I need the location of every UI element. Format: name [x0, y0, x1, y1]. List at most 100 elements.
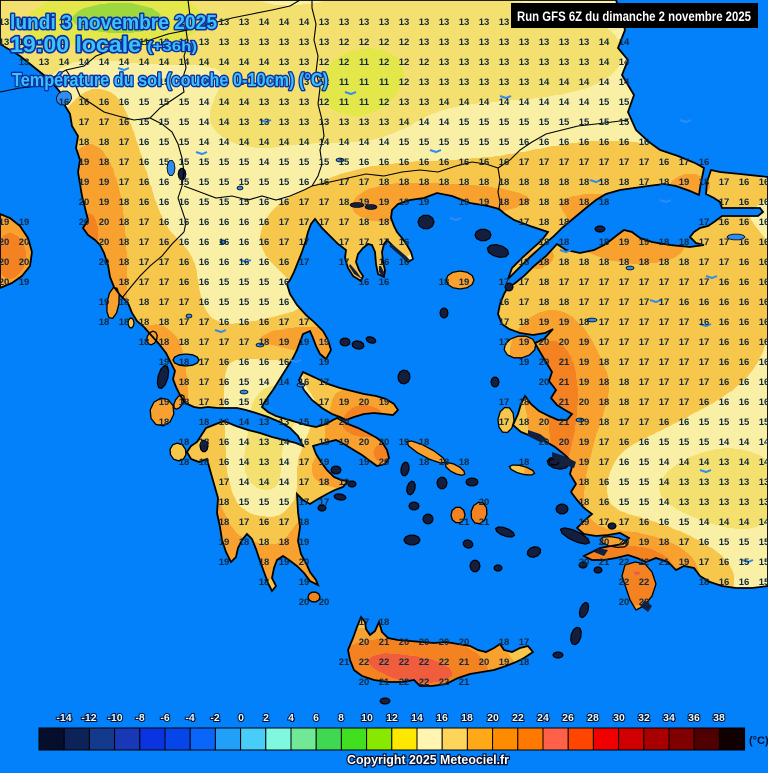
svg-text:16: 16	[399, 157, 410, 168]
svg-text:15: 15	[639, 477, 650, 488]
svg-text:20: 20	[19, 237, 30, 248]
svg-text:20: 20	[619, 597, 630, 608]
svg-text:16: 16	[739, 257, 750, 268]
svg-text:17: 17	[659, 297, 670, 308]
svg-text:16: 16	[759, 197, 768, 208]
svg-text:16: 16	[719, 297, 730, 308]
svg-text:13: 13	[299, 77, 310, 88]
svg-text:19: 19	[579, 377, 590, 388]
svg-text:20: 20	[379, 437, 390, 448]
svg-text:19: 19	[459, 197, 470, 208]
svg-text:17: 17	[659, 317, 670, 328]
svg-text:16: 16	[739, 577, 750, 588]
svg-text:20: 20	[479, 657, 490, 668]
svg-text:16: 16	[259, 217, 270, 228]
svg-text:16: 16	[739, 237, 750, 248]
svg-text:17: 17	[679, 377, 690, 388]
svg-text:20: 20	[539, 377, 550, 388]
svg-text:15: 15	[159, 157, 170, 168]
svg-text:15: 15	[699, 417, 710, 428]
svg-text:15: 15	[739, 417, 750, 428]
svg-text:14: 14	[739, 437, 750, 448]
svg-text:18: 18	[599, 397, 610, 408]
svg-text:14: 14	[719, 437, 730, 448]
svg-text:16: 16	[719, 577, 730, 588]
svg-text:16: 16	[379, 157, 390, 168]
svg-text:16: 16	[719, 557, 730, 568]
svg-text:18: 18	[419, 177, 430, 188]
svg-text:16: 16	[179, 197, 190, 208]
svg-text:18: 18	[119, 237, 130, 248]
svg-text:16: 16	[619, 137, 630, 148]
svg-text:16: 16	[259, 317, 270, 328]
svg-text:13: 13	[399, 17, 410, 28]
svg-text:13: 13	[479, 57, 490, 68]
svg-text:12: 12	[386, 712, 398, 724]
svg-text:18: 18	[599, 197, 610, 208]
svg-text:14: 14	[239, 437, 250, 448]
svg-text:13: 13	[459, 37, 470, 48]
svg-text:18: 18	[299, 517, 310, 528]
svg-text:19: 19	[19, 217, 30, 228]
svg-text:16: 16	[279, 297, 290, 308]
svg-text:15: 15	[499, 137, 510, 148]
svg-text:17: 17	[639, 377, 650, 388]
svg-text:19: 19	[79, 177, 90, 188]
svg-text:15: 15	[519, 117, 530, 128]
svg-text:13: 13	[539, 37, 550, 48]
svg-text:14: 14	[299, 17, 310, 28]
svg-text:16: 16	[219, 457, 230, 468]
svg-text:13: 13	[259, 437, 270, 448]
svg-text:16: 16	[239, 357, 250, 368]
svg-text:13: 13	[279, 77, 290, 88]
svg-text:13: 13	[239, 17, 250, 28]
svg-text:17: 17	[359, 177, 370, 188]
svg-text:17: 17	[499, 417, 510, 428]
svg-text:13: 13	[359, 117, 370, 128]
svg-text:21: 21	[479, 517, 490, 528]
svg-text:16: 16	[559, 137, 570, 148]
svg-text:38: 38	[713, 712, 725, 724]
svg-text:13: 13	[319, 17, 330, 28]
svg-text:18: 18	[639, 257, 650, 268]
svg-text:14: 14	[659, 457, 670, 468]
svg-text:18: 18	[319, 417, 330, 428]
svg-text:lundi 3 novembre 2025: lundi 3 novembre 2025	[10, 11, 217, 34]
svg-text:14: 14	[499, 97, 510, 108]
svg-text:20: 20	[579, 557, 590, 568]
svg-text:17: 17	[699, 217, 710, 228]
svg-text:19: 19	[79, 157, 90, 168]
svg-text:21: 21	[599, 557, 610, 568]
svg-text:17: 17	[139, 277, 150, 288]
svg-text:14: 14	[379, 137, 390, 148]
svg-text:18: 18	[399, 177, 410, 188]
svg-text:18: 18	[519, 257, 530, 268]
svg-text:14: 14	[199, 57, 210, 68]
svg-text:17: 17	[619, 157, 630, 168]
svg-text:18: 18	[619, 257, 630, 268]
svg-text:13: 13	[319, 37, 330, 48]
svg-text:15: 15	[679, 437, 690, 448]
svg-text:18: 18	[699, 577, 710, 588]
svg-text:11: 11	[359, 57, 370, 68]
svg-text:18: 18	[559, 297, 570, 308]
svg-text:17: 17	[219, 337, 230, 348]
svg-text:21: 21	[459, 517, 470, 528]
svg-text:13: 13	[459, 17, 470, 28]
svg-text:16: 16	[739, 377, 750, 388]
svg-text:18: 18	[319, 477, 330, 488]
svg-text:16: 16	[299, 377, 310, 388]
svg-text:16: 16	[699, 537, 710, 548]
svg-text:19: 19	[359, 457, 370, 468]
svg-text:13: 13	[499, 57, 510, 68]
svg-text:16: 16	[179, 277, 190, 288]
svg-text:34: 34	[663, 712, 675, 724]
svg-text:18: 18	[499, 637, 510, 648]
svg-text:14: 14	[239, 137, 250, 148]
svg-text:19: 19	[159, 357, 170, 368]
svg-text:16: 16	[199, 297, 210, 308]
svg-text:22: 22	[359, 657, 370, 668]
svg-text:14: 14	[739, 457, 750, 468]
svg-text:15: 15	[619, 117, 630, 128]
svg-text:18: 18	[259, 337, 270, 348]
